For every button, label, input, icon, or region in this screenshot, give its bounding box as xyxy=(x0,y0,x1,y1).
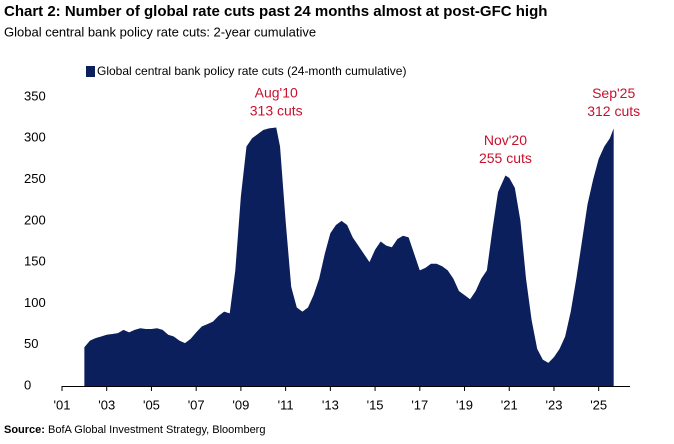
chart-subtitle: Global central bank policy rate cuts: 2-… xyxy=(4,24,316,39)
x-tick-label: '05 xyxy=(143,397,160,412)
y-tick-label: 300 xyxy=(24,130,46,145)
annotation-text: Aug'10 xyxy=(255,84,298,100)
x-tick-label: '25 xyxy=(590,397,607,412)
y-tick-label: 50 xyxy=(24,336,38,351)
y-tick-label: 100 xyxy=(24,295,46,310)
annotation: Aug'10 313 cuts xyxy=(250,84,303,118)
x-tick-label: '03 xyxy=(98,397,115,412)
x-tick-label: '11 xyxy=(278,397,294,412)
x-tick-label: '01 xyxy=(54,397,71,412)
area xyxy=(84,127,614,387)
x-tick-label: '15 xyxy=(367,397,384,412)
annotation-text: 313 cuts xyxy=(250,102,303,118)
x-tick-label: '09 xyxy=(232,397,249,412)
x-tick-label: '21 xyxy=(501,397,518,412)
legend-swatch xyxy=(86,66,95,77)
x-tick-label: '13 xyxy=(322,397,339,412)
annotation: Sep'25 312 cuts xyxy=(587,85,640,119)
y-tick-label: 350 xyxy=(24,88,46,103)
y-tick-label: 200 xyxy=(24,212,46,227)
y-tick-label: 250 xyxy=(24,171,46,186)
annotation-text: Sep'25 xyxy=(592,85,635,101)
y-tick-label: 150 xyxy=(24,254,46,269)
x-tick-label: '07 xyxy=(188,397,205,412)
source-label: Source: xyxy=(4,424,45,436)
y-tick-label: 0 xyxy=(24,377,31,392)
annotation: Nov'20 255 cuts xyxy=(479,132,532,166)
annotation-text: 255 cuts xyxy=(479,150,532,166)
x-tick-label: '23 xyxy=(545,397,562,412)
legend-label: Global central bank policy rate cuts (24… xyxy=(97,64,406,78)
x-tick-label: '17 xyxy=(411,397,428,412)
annotation-text: Nov'20 xyxy=(484,132,527,148)
annotation-text: 312 cuts xyxy=(587,103,640,119)
chart-title: Chart 2: Number of global rate cuts past… xyxy=(4,3,547,20)
source: BofA Global Investment Strategy, Bloombe… xyxy=(48,424,265,436)
x-tick-label: '19 xyxy=(456,397,473,412)
